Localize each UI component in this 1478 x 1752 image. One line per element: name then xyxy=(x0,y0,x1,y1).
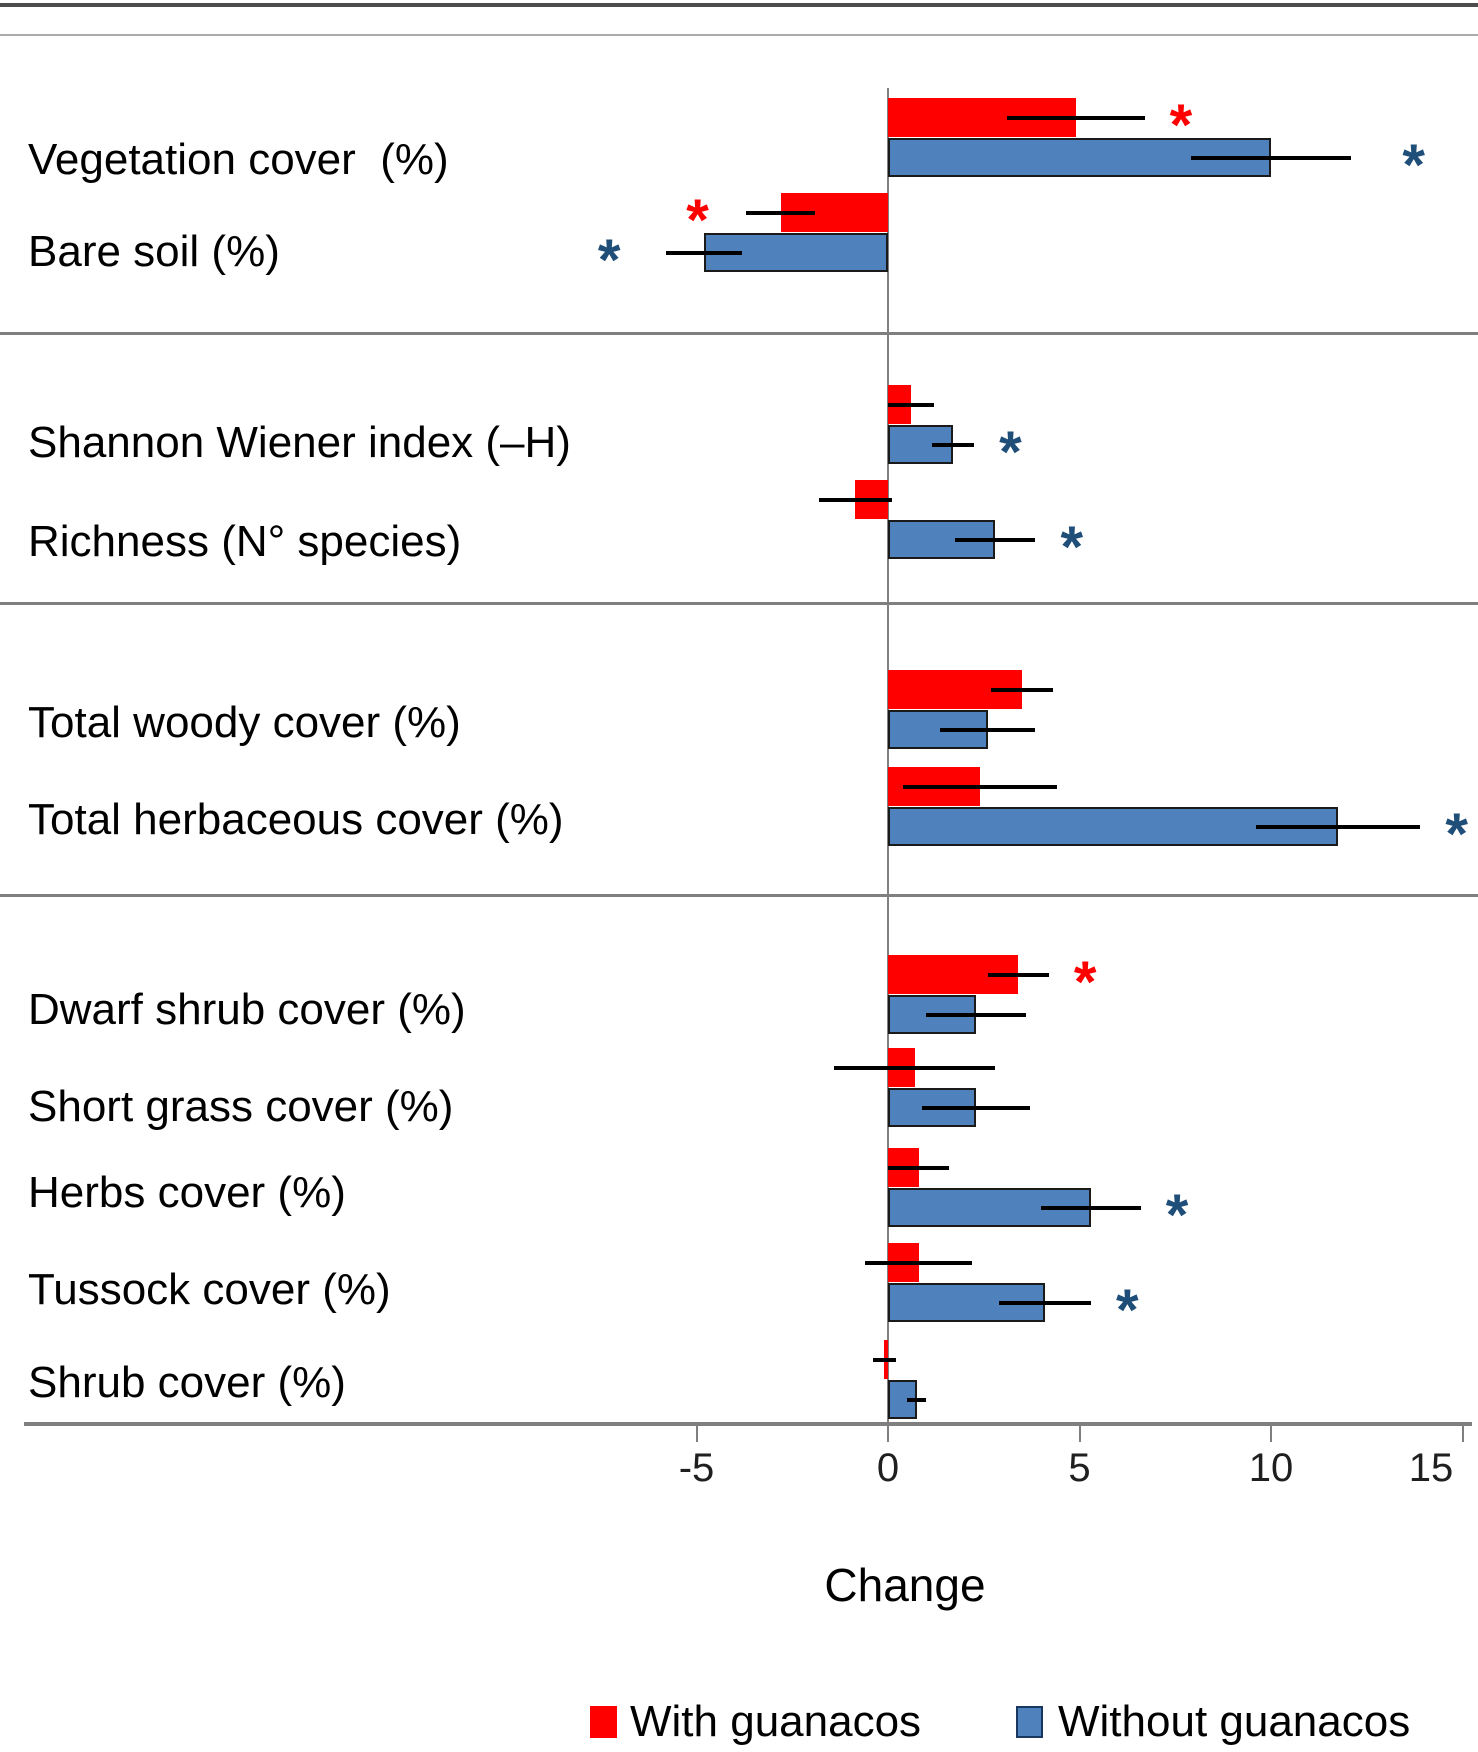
category-label: Total woody cover (%) xyxy=(28,698,461,747)
bar-without-guanacos xyxy=(888,807,1339,846)
error-bar xyxy=(746,210,816,215)
x-axis-line xyxy=(24,1422,1472,1426)
legend-swatch-without-guanacos xyxy=(1016,1706,1043,1738)
category-label: Vegetation cover (%) xyxy=(28,135,449,184)
category-label: Short grass cover (%) xyxy=(28,1082,454,1131)
significance-asterisk: * xyxy=(686,187,709,253)
error-bar xyxy=(907,1397,927,1402)
x-axis-tick xyxy=(1078,1426,1081,1442)
error-bar xyxy=(888,1165,950,1170)
legend-swatch-with-guanacos xyxy=(590,1706,617,1738)
legend: With guanacos Without guanacos xyxy=(0,1698,1478,1744)
category-label: Dwarf shrub cover (%) xyxy=(28,985,466,1034)
category-label: Bare soil (%) xyxy=(28,227,280,276)
top-border-line xyxy=(0,3,1478,7)
error-bar xyxy=(834,1065,996,1070)
error-bar xyxy=(926,1012,1026,1017)
error-bar xyxy=(955,537,1036,542)
x-axis-tick-label: 10 xyxy=(1248,1446,1294,1490)
significance-asterisk: * xyxy=(1445,801,1468,867)
error-bar xyxy=(665,250,743,255)
x-axis-title: Change xyxy=(824,1559,986,1611)
category-label: Herbs cover (%) xyxy=(28,1168,346,1217)
legend-label-without-guanacos: Without guanacos xyxy=(1058,1697,1411,1746)
significance-asterisk: * xyxy=(1165,1182,1189,1248)
significance-asterisk: * xyxy=(999,419,1022,485)
error-bar xyxy=(1041,1205,1141,1210)
x-axis-tick xyxy=(887,1426,889,1442)
significance-asterisk: * xyxy=(1402,132,1425,198)
x-axis-tick-label: 15 xyxy=(1408,1446,1454,1490)
error-bar xyxy=(932,442,975,447)
significance-asterisk: * xyxy=(1060,514,1084,580)
x-axis-tick xyxy=(695,1426,698,1442)
error-bar xyxy=(922,1105,1030,1110)
significance-asterisk: * xyxy=(1115,1277,1139,1343)
category-label: Shannon Wiener index (–H) xyxy=(28,418,571,467)
error-bar xyxy=(939,727,1036,732)
section-separator xyxy=(0,332,1478,335)
top-inner-line xyxy=(0,34,1478,36)
category-label: Richness (N° species) xyxy=(28,517,462,566)
error-bar xyxy=(903,784,1057,789)
x-axis-tick xyxy=(1461,1426,1464,1442)
significance-asterisk: * xyxy=(597,227,621,293)
error-bar xyxy=(1190,155,1352,160)
error-bar xyxy=(888,402,934,407)
zero-baseline xyxy=(887,88,889,1425)
error-bar xyxy=(872,1357,896,1362)
section-separator xyxy=(0,894,1478,897)
legend-label-with-guanacos: With guanacos xyxy=(630,1697,922,1746)
x-axis-tick-label: -5 xyxy=(678,1446,715,1490)
section-separator xyxy=(0,602,1478,605)
error-bar xyxy=(999,1300,1091,1305)
error-bar xyxy=(1255,824,1421,829)
significance-asterisk: * xyxy=(1073,949,1097,1015)
x-axis-tick-label: 5 xyxy=(1068,1446,1091,1490)
error-bar xyxy=(987,972,1049,977)
category-label: Shrub cover (%) xyxy=(28,1358,346,1407)
error-bar xyxy=(819,497,892,502)
error-bar xyxy=(865,1260,973,1265)
error-bar xyxy=(991,687,1053,692)
category-label: Total herbaceous cover (%) xyxy=(28,795,564,844)
x-axis-tick-label: 0 xyxy=(876,1446,900,1490)
category-label: Tussock cover (%) xyxy=(28,1265,391,1314)
error-bar xyxy=(1006,115,1145,120)
x-axis-tick xyxy=(1270,1426,1272,1442)
